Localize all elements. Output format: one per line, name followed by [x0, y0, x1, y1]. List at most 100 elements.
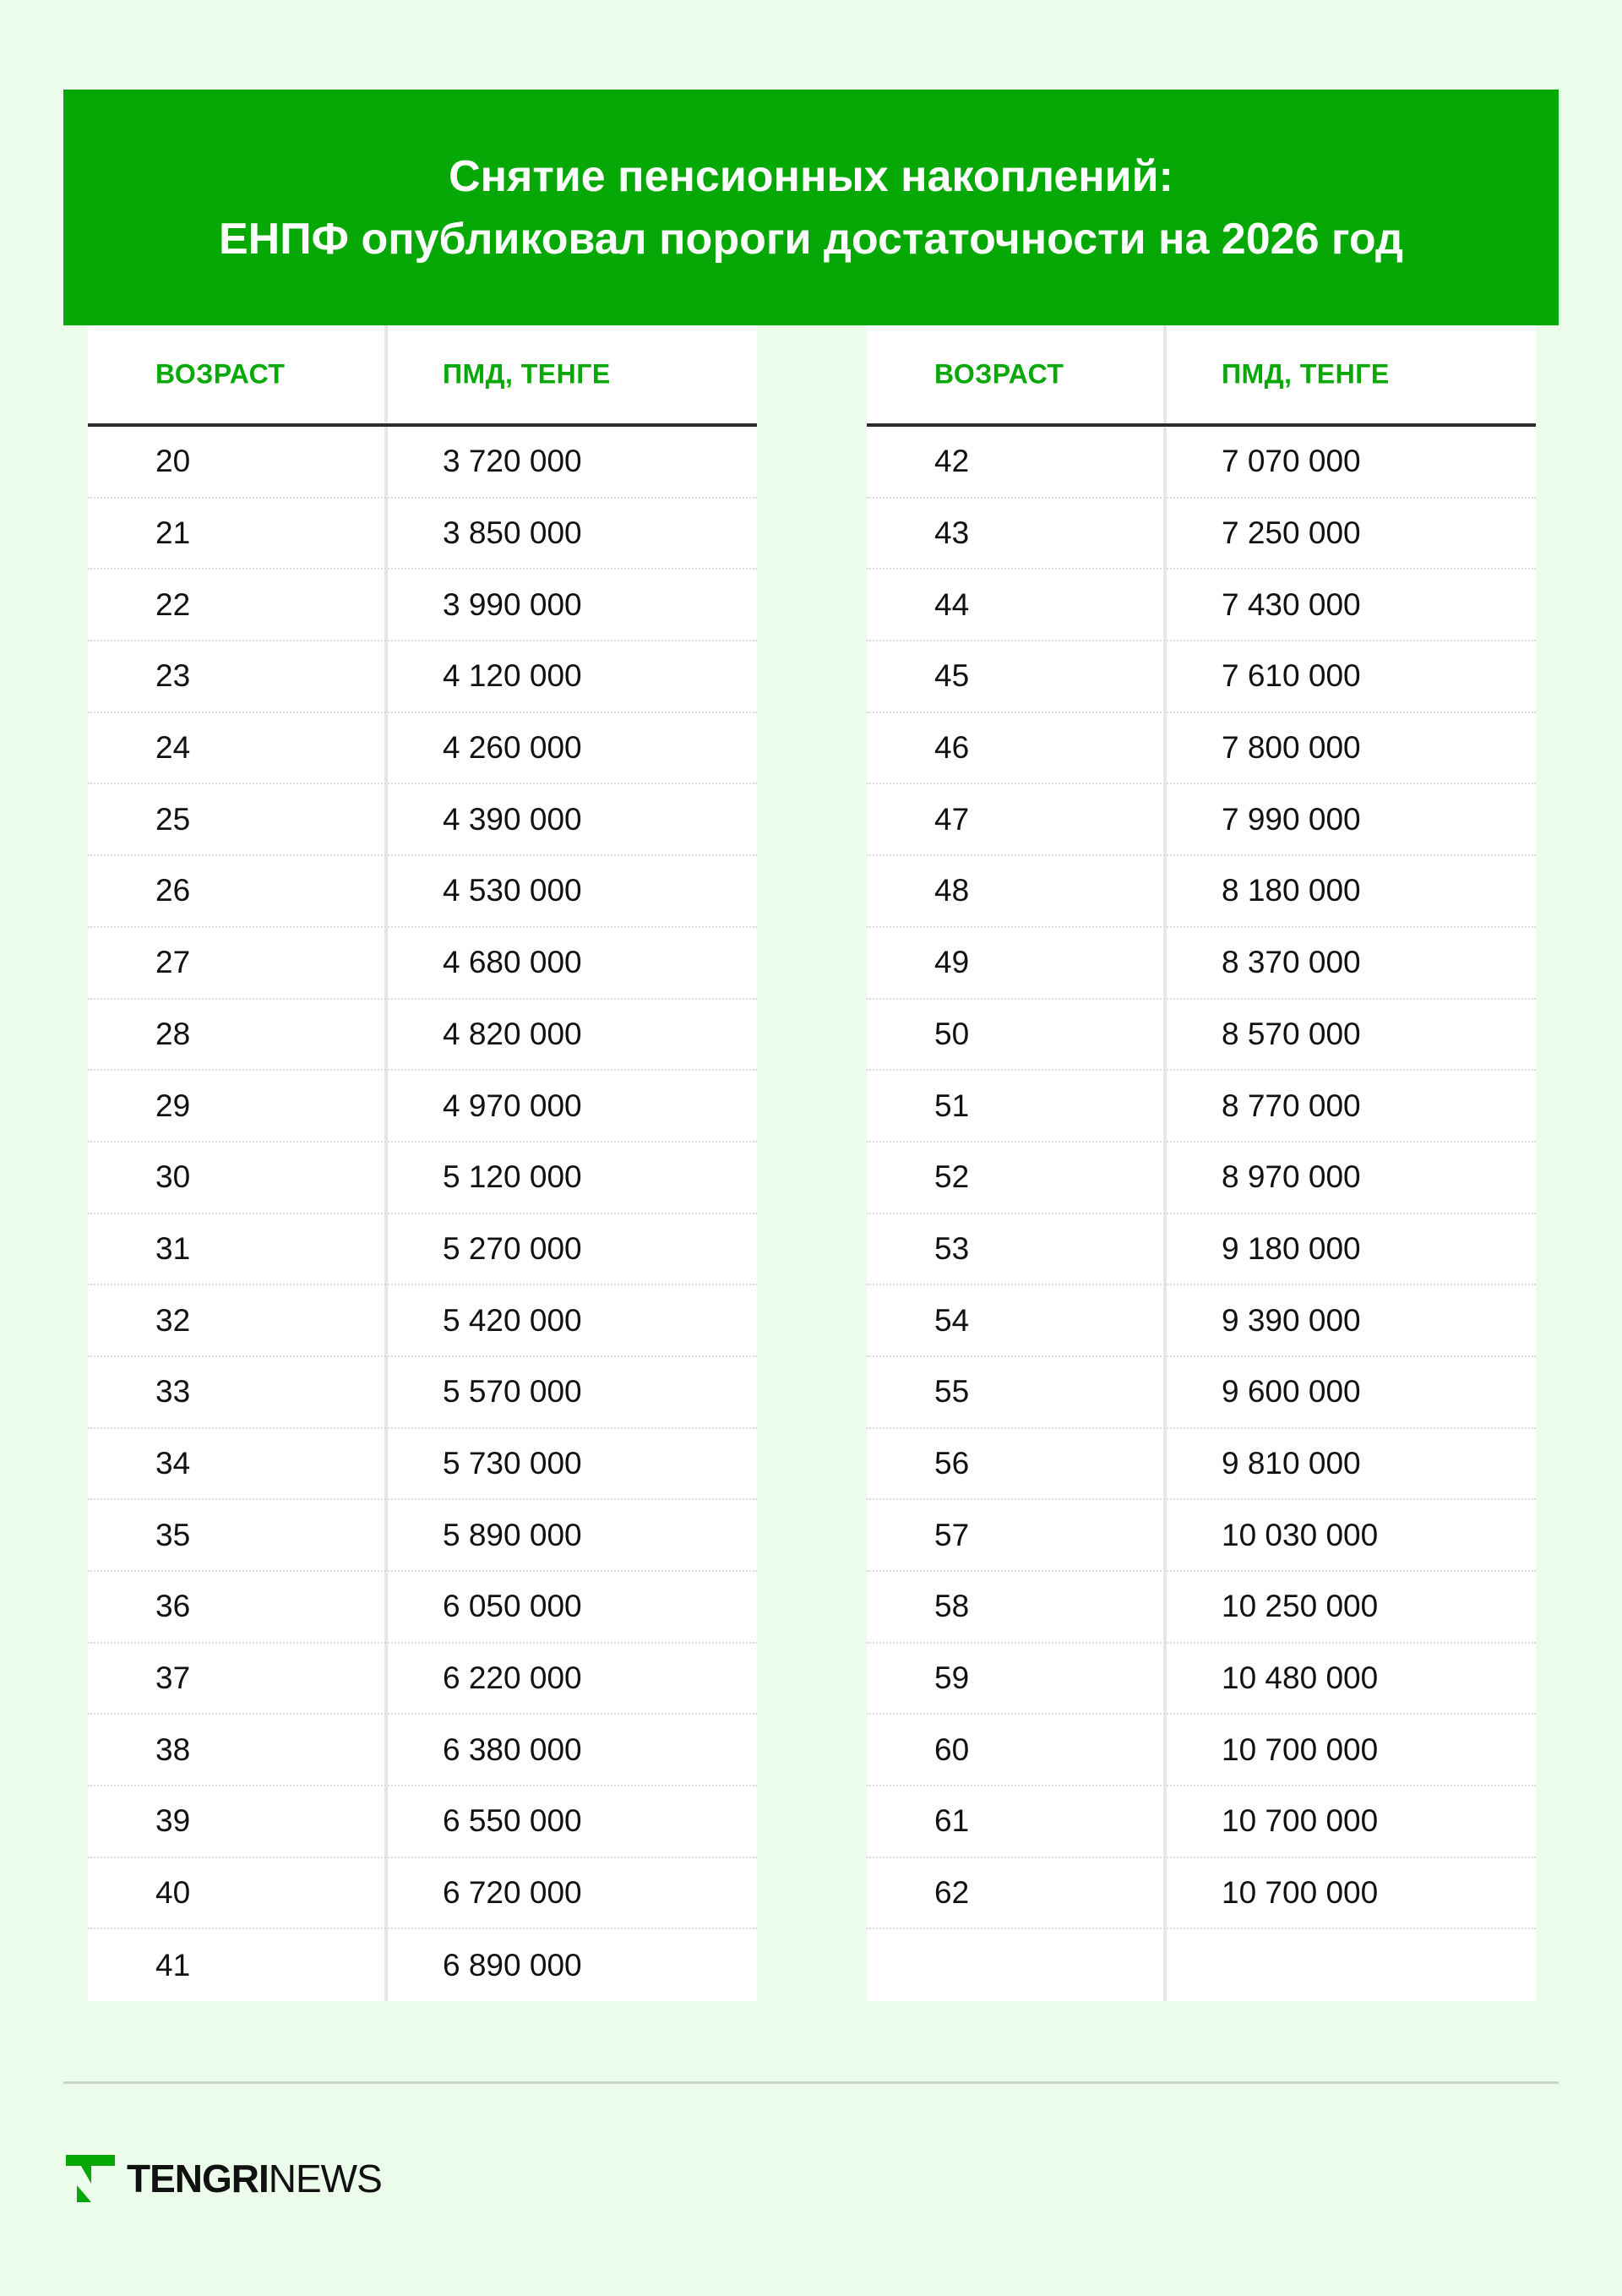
amount-cell: 10 480 000 [1222, 1661, 1379, 1696]
tengri-t-logo-icon [66, 2155, 115, 2202]
table-row: 42 7 070 000 [867, 427, 1536, 499]
table-row: 49 8 370 000 [867, 928, 1536, 1000]
age-cell: 21 [155, 515, 191, 551]
age-cell: 42 [934, 444, 970, 479]
table-row: 43 7 250 000 [867, 499, 1536, 570]
title-line-2: ЕНПФ опубликовал пороги достаточности на… [219, 214, 1403, 264]
title-banner: Снятие пенсионных накоплений: ЕНПФ опубл… [63, 90, 1559, 325]
table-row: 34 5 730 000 [88, 1429, 757, 1501]
column-header-age: ВОЗРАСТ [934, 358, 1064, 390]
table-row: 28 4 820 000 [88, 1000, 757, 1072]
age-cell: 22 [155, 586, 191, 622]
age-cell: 60 [934, 1732, 970, 1767]
table-row: 53 9 180 000 [867, 1214, 1536, 1286]
footer-divider [63, 2081, 1559, 2084]
amount-cell: 4 390 000 [443, 801, 582, 837]
amount-cell: 5 570 000 [443, 1374, 582, 1410]
age-cell: 47 [934, 801, 970, 837]
age-cell: 49 [934, 945, 970, 980]
table-row: 36 6 050 000 [88, 1572, 757, 1644]
column-header-amount: ПМД, ТЕНГЕ [1222, 358, 1390, 390]
table-row: 26 4 530 000 [88, 856, 757, 928]
amount-cell: 5 420 000 [443, 1302, 582, 1338]
age-cell: 54 [934, 1302, 970, 1338]
amount-cell: 6 890 000 [443, 1947, 582, 1982]
age-cell: 32 [155, 1302, 191, 1338]
age-cell: 50 [934, 1016, 970, 1051]
age-cell: 45 [934, 658, 970, 694]
age-cell: 58 [934, 1589, 970, 1624]
tengri-news-logo: TENGRINEWS [66, 2153, 383, 2204]
column-header-amount: ПМД, ТЕНГЕ [443, 358, 611, 390]
table-row: 23 4 120 000 [88, 641, 757, 713]
amount-cell: 9 810 000 [1222, 1445, 1361, 1481]
amount-cell: 6 550 000 [443, 1803, 582, 1839]
table-row: 32 5 420 000 [88, 1285, 757, 1357]
age-cell: 52 [934, 1159, 970, 1195]
amount-cell: 4 260 000 [443, 730, 582, 766]
table-row: 55 9 600 000 [867, 1357, 1536, 1429]
amount-cell: 3 990 000 [443, 586, 582, 622]
amount-cell: 7 250 000 [1222, 515, 1361, 551]
table-row: 25 4 390 000 [88, 784, 757, 857]
age-cell: 30 [155, 1159, 191, 1195]
amount-cell: 9 390 000 [1222, 1302, 1361, 1338]
age-cell: 62 [934, 1875, 970, 1911]
amount-cell: 10 700 000 [1222, 1732, 1379, 1767]
threshold-table-left: ВОЗРАСТ ПМД, ТЕНГЕ 20 3 720 000 21 3 850 00… [88, 325, 757, 2001]
age-cell: 61 [934, 1803, 970, 1839]
amount-cell: 9 600 000 [1222, 1374, 1361, 1410]
age-cell: 44 [934, 586, 970, 622]
table-row: 38 6 380 000 [88, 1715, 757, 1787]
table-body: 20 3 720 000 21 3 850 000 22 3 990 000 23 4 120… [88, 427, 757, 2001]
amount-cell: 5 120 000 [443, 1159, 582, 1195]
table-row: 22 3 990 000 [88, 570, 757, 642]
table-row: 29 4 970 000 [88, 1071, 757, 1143]
table-row: 58 10 250 000 [867, 1572, 1536, 1644]
age-cell: 34 [155, 1445, 191, 1481]
amount-cell: 6 380 000 [443, 1732, 582, 1767]
table-row: 56 9 810 000 [867, 1429, 1536, 1501]
column-divider [1163, 325, 1167, 2001]
amount-cell: 7 990 000 [1222, 801, 1361, 837]
age-cell: 27 [155, 945, 191, 980]
table-row: 33 5 570 000 [88, 1357, 757, 1429]
age-cell: 43 [934, 515, 970, 551]
amount-cell: 6 720 000 [443, 1875, 582, 1911]
amount-cell: 8 180 000 [1222, 873, 1361, 908]
table-header: ВОЗРАСТ ПМД, ТЕНГЕ [867, 325, 1536, 427]
table-header: ВОЗРАСТ ПМД, ТЕНГЕ [88, 325, 757, 427]
age-cell: 46 [934, 730, 970, 766]
age-cell: 25 [155, 801, 191, 837]
table-row: 39 6 550 000 [88, 1786, 757, 1858]
amount-cell: 5 270 000 [443, 1230, 582, 1266]
age-cell: 26 [155, 873, 191, 908]
amount-cell: 10 030 000 [1222, 1517, 1379, 1552]
table-row: 35 5 890 000 [88, 1500, 757, 1572]
table-row: 37 6 220 000 [88, 1644, 757, 1715]
amount-cell: 7 800 000 [1222, 730, 1361, 766]
table-row: 24 4 260 000 [88, 713, 757, 785]
amount-cell: 8 770 000 [1222, 1088, 1361, 1123]
amount-cell: 4 820 000 [443, 1016, 582, 1051]
amount-cell: 10 700 000 [1222, 1875, 1379, 1911]
age-cell: 36 [155, 1589, 191, 1624]
table-row: 45 7 610 000 [867, 641, 1536, 713]
table-row: 59 10 480 000 [867, 1644, 1536, 1715]
column-header-age: ВОЗРАСТ [155, 358, 286, 390]
age-cell: 23 [155, 658, 191, 694]
age-cell: 51 [934, 1088, 970, 1123]
amount-cell: 4 530 000 [443, 873, 582, 908]
age-cell: 59 [934, 1661, 970, 1696]
table-row: 46 7 800 000 [867, 713, 1536, 785]
amount-cell: 9 180 000 [1222, 1230, 1361, 1266]
amount-cell: 4 680 000 [443, 945, 582, 980]
column-divider [384, 325, 388, 2001]
table-row: 21 3 850 000 [88, 499, 757, 570]
amount-cell: 10 700 000 [1222, 1803, 1379, 1839]
age-cell: 29 [155, 1088, 191, 1123]
table-row: 60 10 700 000 [867, 1715, 1536, 1787]
table-row: 54 9 390 000 [867, 1285, 1536, 1357]
amount-cell: 3 720 000 [443, 444, 582, 479]
age-cell: 55 [934, 1374, 970, 1410]
